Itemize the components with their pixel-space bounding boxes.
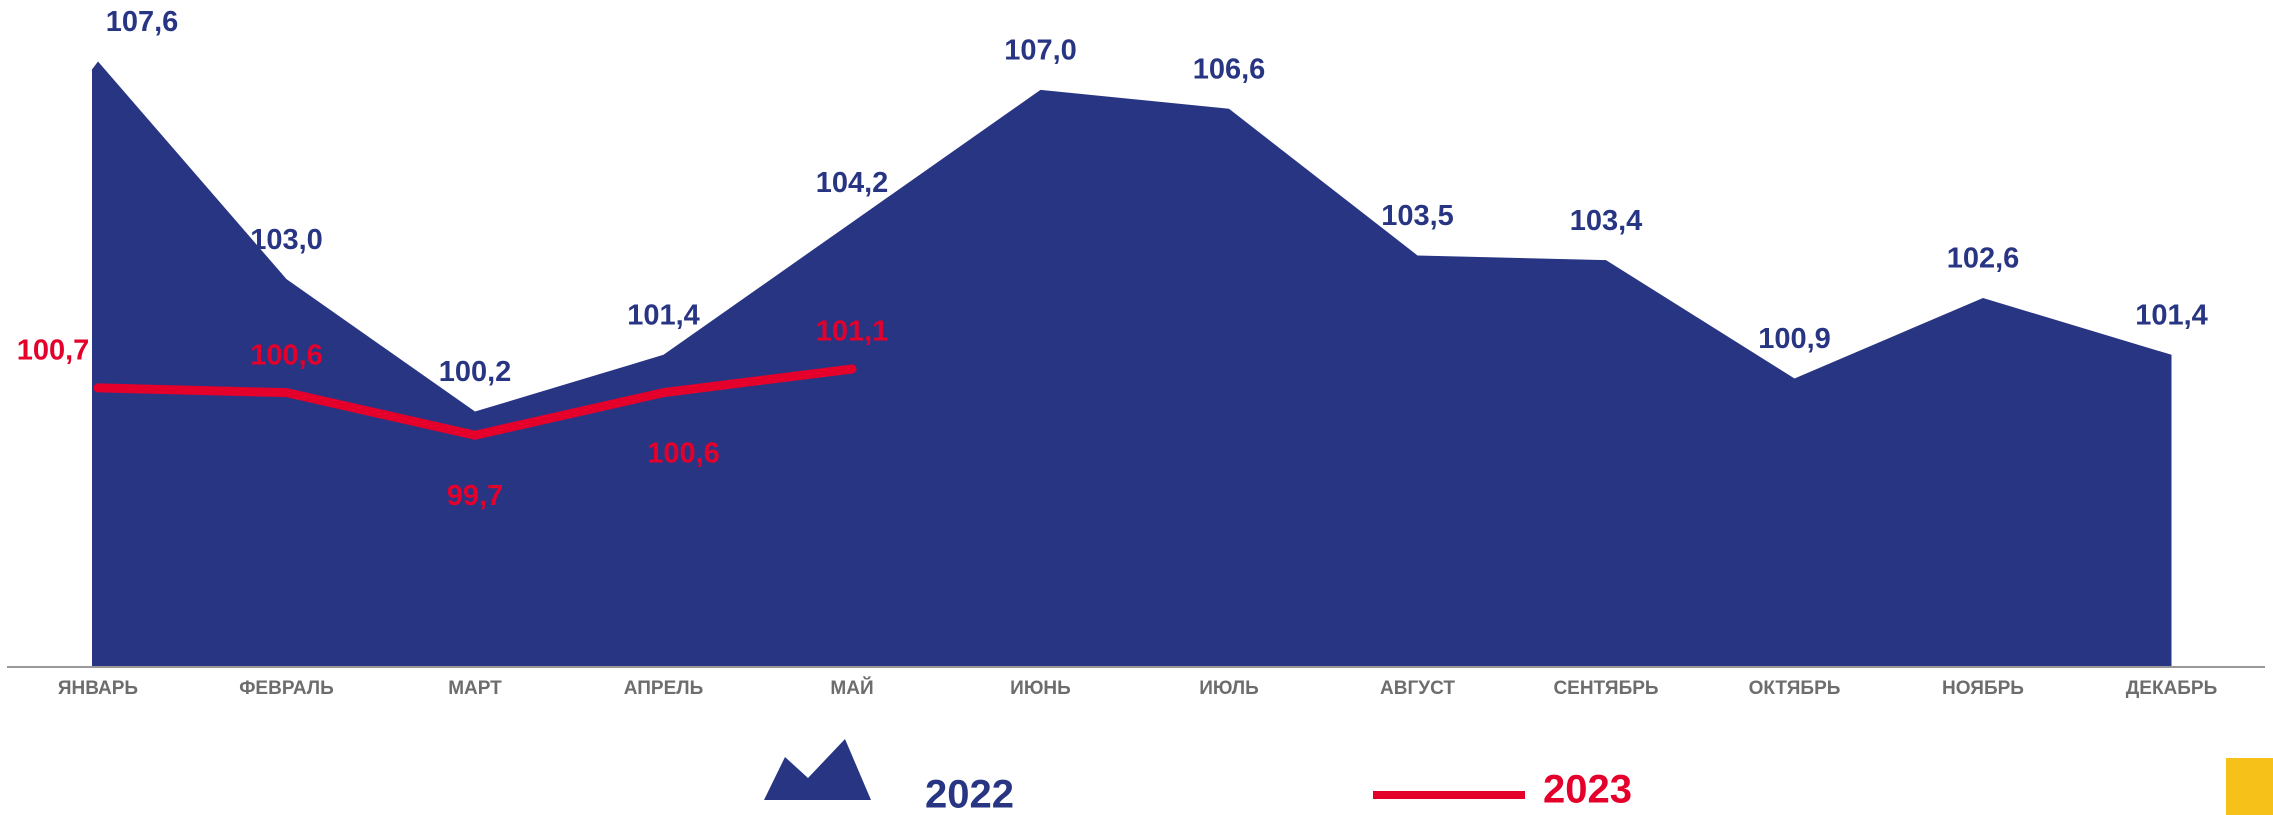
x-tick-label: МАЙ xyxy=(830,677,873,699)
data-label: 103,4 xyxy=(1570,205,1643,237)
line xyxy=(93,364,857,440)
data-label: 104,2 xyxy=(816,167,889,199)
legend-area-icon xyxy=(764,739,871,800)
data-label: 107,6 xyxy=(106,6,179,38)
data-label: 101,4 xyxy=(2135,299,2208,331)
data-label: 106,6 xyxy=(1193,53,1266,85)
data-label: 100,6 xyxy=(250,339,323,371)
data-label: 107,0 xyxy=(1004,35,1077,67)
x-tick-label: ИЮЛЬ xyxy=(1199,678,1259,699)
x-tick-label: ДЕКАБРЬ xyxy=(2126,678,2218,699)
data-label: 100,6 xyxy=(647,437,720,469)
data-label: 101,1 xyxy=(816,316,889,348)
data-label: 103,0 xyxy=(250,224,323,256)
legend-label: 2023 xyxy=(1543,768,1632,812)
x-tick-label: ФЕВРАЛЬ xyxy=(239,678,334,699)
x-tick-label: ИЮНЬ xyxy=(1010,678,1071,699)
data-label: 102,6 xyxy=(1947,243,2020,275)
x-tick-label: АПРЕЛЬ xyxy=(624,678,703,699)
data-label: 100,9 xyxy=(1758,323,1831,355)
area xyxy=(92,61,2172,667)
scroll-button[interactable] xyxy=(2226,758,2273,815)
data-label: 100,7 xyxy=(17,335,90,367)
x-tick-label: АВГУСТ xyxy=(1380,678,1455,699)
data-label: 99,7 xyxy=(447,480,503,512)
data-label: 101,4 xyxy=(627,299,700,331)
legend-label: 2022 xyxy=(925,773,1014,815)
x-tick-label: НОЯБРЬ xyxy=(1942,678,2024,699)
x-tick-label: ЯНВАРЬ xyxy=(58,678,138,699)
x-tick-label: ОКТЯБРЬ xyxy=(1749,678,1841,699)
x-tick-label: СЕНТЯБРЬ xyxy=(1553,678,1658,699)
x-tick-label: МАРТ xyxy=(448,678,502,699)
data-label: 100,2 xyxy=(439,356,512,388)
data-label: 103,5 xyxy=(1381,200,1454,232)
